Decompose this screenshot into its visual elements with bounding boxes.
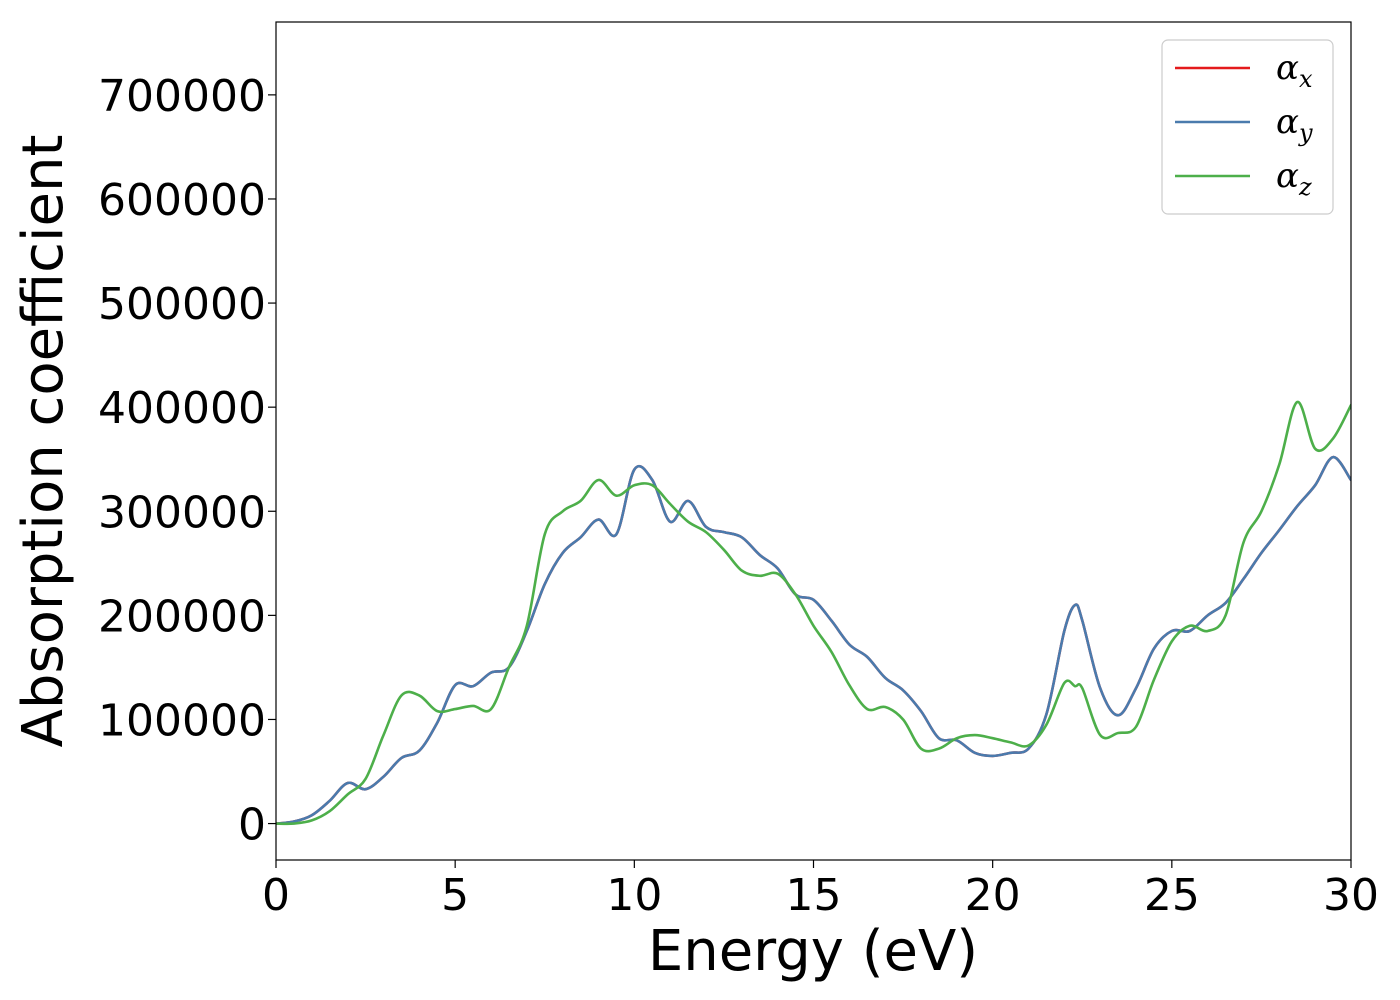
legend-label-z: αz	[1276, 156, 1312, 201]
series-layer	[276, 400, 1351, 826]
series-line-y	[276, 455, 1351, 825]
legend-subscript: x	[1299, 65, 1313, 93]
y-tick-label: 600000	[98, 175, 266, 226]
y-tick-label: 100000	[98, 695, 266, 746]
y-tick-label: 400000	[98, 383, 266, 434]
x-tick-label: 25	[1144, 870, 1200, 921]
x-tick-label: 20	[965, 870, 1021, 921]
x-axis: 0 5 10 15 20 25 30	[262, 860, 1379, 921]
legend-subscript: y	[1298, 119, 1313, 147]
legend-symbol: α	[1276, 156, 1299, 196]
x-axis-title: Energy (eV)	[648, 919, 978, 984]
legend-box	[1161, 39, 1334, 215]
x-tick-label: 15	[786, 870, 842, 921]
legend-label-x: αx	[1276, 48, 1313, 93]
x-tick-label: 10	[606, 870, 662, 921]
y-axis: 0 100000 200000 300000 400000 500000 600000 700…	[98, 71, 276, 851]
y-tick-label: 700000	[98, 71, 266, 122]
x-tick-label: 30	[1323, 870, 1379, 921]
y-tick-label: 0	[238, 800, 266, 851]
y-tick-label: 500000	[98, 279, 266, 330]
legend-subscript: z	[1298, 173, 1312, 201]
legend-symbol: α	[1276, 102, 1299, 142]
x-tick-label: 5	[441, 870, 469, 921]
y-tick-label: 300000	[98, 487, 266, 538]
legend-label-y: αy	[1276, 102, 1313, 147]
y-axis-title: Absorption coefficient	[11, 135, 76, 748]
legend-symbol: α	[1276, 48, 1299, 88]
x-tick-label: 0	[262, 870, 290, 921]
y-tick-label: 200000	[98, 591, 266, 642]
series-line-z	[276, 400, 1351, 826]
